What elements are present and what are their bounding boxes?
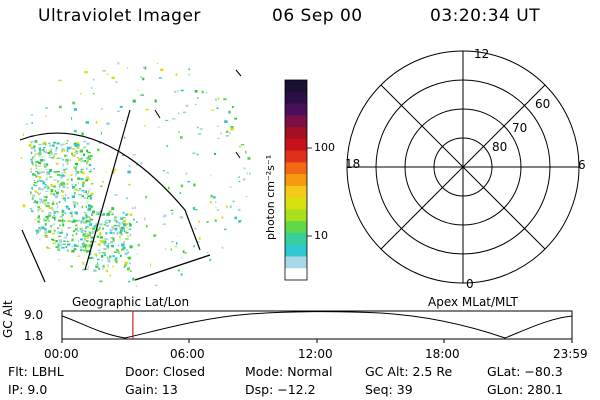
color-bar xyxy=(284,79,312,281)
gain-value: Gain: 13 xyxy=(125,382,178,397)
ip-value: IP: 9.0 xyxy=(8,382,48,397)
seq-value: Seq: 39 xyxy=(365,382,413,397)
time-label: 03:20:34 UT xyxy=(430,6,541,26)
dsp-value: Dsp: −12.2 xyxy=(245,382,316,397)
glat-value: GLat: −80.3 xyxy=(487,364,563,379)
mlat-label-80: 80 xyxy=(492,140,508,154)
mlat-label-70: 70 xyxy=(512,121,528,135)
aurora-speckles xyxy=(20,60,251,288)
date-label: 06 Sep 00 xyxy=(272,6,363,26)
mode-value: Mode: Normal xyxy=(245,364,333,379)
mlt-label-6: 6 xyxy=(578,158,586,172)
altitude-timeline xyxy=(61,310,573,343)
colorbar-tick-100: 100 xyxy=(314,141,335,154)
glon-value: GLon: 280.1 xyxy=(487,382,563,397)
timeline-ytick-9: 9.0 xyxy=(24,308,44,322)
mlat-label-60: 60 xyxy=(535,97,551,111)
colorbar-unit-label: photon cm⁻²s⁻¹ xyxy=(264,154,277,240)
timeline-ylabel: GC Alt xyxy=(1,300,15,338)
polar-plot xyxy=(346,50,580,284)
timeline-ytick-1-8: 1.8 xyxy=(24,329,44,343)
colorbar-tick-10: 10 xyxy=(314,229,328,242)
timeline-xtick-1200: 12:00 xyxy=(298,347,333,361)
right-panel-caption: Apex MLat/MLT xyxy=(428,295,518,309)
instrument-title: Ultraviolet Imager xyxy=(38,6,201,26)
geographic-image xyxy=(19,60,251,288)
timeline-xtick-0600: 06:00 xyxy=(170,347,205,361)
timeline-xtick-0000: 00:00 xyxy=(44,347,79,361)
mlt-label-12: 12 xyxy=(474,47,490,61)
mlt-label-18: 18 xyxy=(345,157,361,171)
gc-alt-value: GC Alt: 2.5 Re xyxy=(365,364,453,379)
door-status: Door: Closed xyxy=(125,364,206,379)
left-panel-caption: Geographic Lat/Lon xyxy=(72,295,190,309)
timeline-xtick-2359: 23:59 xyxy=(553,347,588,361)
timeline-xtick-1800: 18:00 xyxy=(425,347,460,361)
mlt-label-0: 0 xyxy=(466,277,474,291)
filter-value: Flt: LBHL xyxy=(8,364,64,379)
